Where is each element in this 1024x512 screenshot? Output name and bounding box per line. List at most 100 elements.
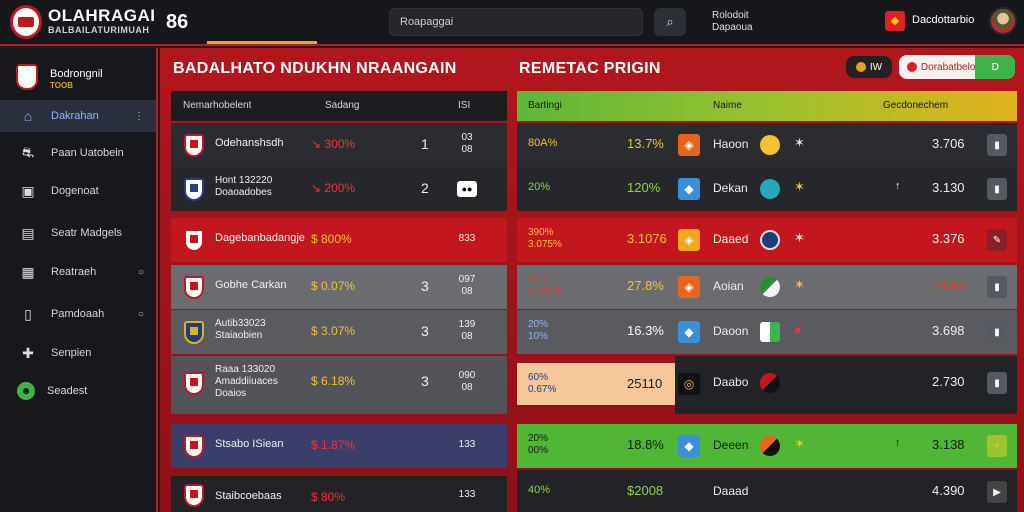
rating: 390% 3.075% xyxy=(528,227,562,250)
team-name: Autib33023 Staiaobien xyxy=(215,318,266,341)
table-row[interactable]: 80A% 13.7% ◈ Haoon ✶ 3.706 ▮ xyxy=(517,123,1017,167)
row-action-button[interactable]: ▮ xyxy=(987,372,1007,394)
ball-icon xyxy=(760,179,780,199)
team-name: Staibcoebaas xyxy=(215,490,282,502)
col-header-name[interactable]: Naime xyxy=(713,100,742,111)
change-value: $ 800% xyxy=(311,232,352,246)
row-action-button[interactable]: ▮ xyxy=(987,276,1007,298)
table-row[interactable]: Staibcoebaas $ 80% 133 xyxy=(171,476,507,512)
player-name: Deeen xyxy=(713,438,749,452)
sidebar-item-media[interactable]: ▣ Dogenoat xyxy=(0,175,156,207)
sidebar-item-dashboard[interactable]: ⌂ Dakrahan ⋮ xyxy=(0,100,156,132)
grid-icon: ▦ xyxy=(21,263,35,280)
change-value: $ 3.07% xyxy=(311,324,356,338)
tools-icon: ✚ xyxy=(22,344,34,361)
more-icon[interactable]: ⋮ xyxy=(134,110,144,122)
score: 3.698 xyxy=(932,323,965,338)
score: 3.376 xyxy=(932,231,965,246)
table-row[interactable]: Gobhe Carkan $ 0.07% 3 097 08 xyxy=(171,265,507,309)
change-value: $ 1.87% xyxy=(311,438,356,452)
table-row[interactable]: Stsabo ISiean $ 1.87% 133 xyxy=(171,424,507,468)
table-row[interactable]: Raaa 133020 Amaddiiuaces Doaios $ 6.18% 3 … xyxy=(171,356,507,414)
search-input[interactable]: Roapaggai xyxy=(389,8,643,36)
position: 1 xyxy=(421,136,429,152)
sidebar-item-models[interactable]: ▤ Seatr Madgels xyxy=(0,217,156,249)
document-icon: ▤ xyxy=(21,224,35,241)
row-action-button[interactable]: ▮ xyxy=(987,134,1007,156)
coin-icon xyxy=(855,62,866,72)
sidebar-item-settings[interactable]: ✚ Senpien xyxy=(0,337,156,369)
logo[interactable] xyxy=(10,5,42,39)
sidebar-item-support[interactable]: ☻ Seadest xyxy=(0,375,156,407)
team-tag-icon: ◈ xyxy=(678,229,700,251)
sidebar-item-label: Paan Uatobein xyxy=(51,147,124,159)
col-header-score[interactable]: Gecdonechem xyxy=(883,100,949,111)
table-row[interactable]: 20% 120% ◆ Dekan ✶ ↑ 3.130 ▮ xyxy=(517,167,1017,211)
score: 3.706 xyxy=(932,136,965,151)
row-action-button[interactable]: ▮ xyxy=(987,321,1007,343)
score: 3.138 xyxy=(932,437,965,452)
club-crest-icon xyxy=(184,321,204,344)
position: 3 xyxy=(421,373,429,389)
edit-button[interactable]: ✎ xyxy=(987,229,1007,251)
club-crest-icon xyxy=(184,276,204,299)
table-row[interactable]: Autib33023 Staiaobien $ 3.07% 3 139 08 xyxy=(171,310,507,354)
col-header-name[interactable]: Nemarhobelent xyxy=(183,100,252,111)
club-crest-icon xyxy=(184,134,204,157)
table-row[interactable]: Dagebanbadangje $ 800% 833 xyxy=(171,218,507,262)
left-table-header: Nemarhobelent Sadang ISI xyxy=(171,91,507,121)
change-value: $ 6.18% xyxy=(311,374,356,388)
whistle-icon: ⛐ xyxy=(21,143,35,160)
player-name: Daoon xyxy=(713,324,749,338)
filter-pill[interactable]: IW xyxy=(846,56,892,78)
search-button[interactable]: ⌕ xyxy=(654,8,686,36)
ball-icon xyxy=(760,277,780,297)
table-row[interactable]: 20% 00% 18.8% ◆ Deeen ✶ ↑ 3.138 + xyxy=(517,424,1017,468)
sidebar-item-label: Reatraeh xyxy=(51,266,97,278)
percent: 25110 xyxy=(627,376,663,391)
sidebar-item-label: Senpien xyxy=(51,347,92,359)
table-row[interactable]: Odehanshsdh ↘ 300% 1 03 08 xyxy=(171,123,507,167)
score: 140% xyxy=(932,278,966,293)
percent: 120% xyxy=(627,180,661,195)
table-row-detail[interactable]: ◎ Daabo 2.730 ▮ xyxy=(675,356,1017,414)
toggle-pill[interactable]: Dorabatbelo D xyxy=(899,55,1015,79)
position: 2 xyxy=(421,180,429,196)
col-header-standing[interactable]: Sadang xyxy=(325,100,360,111)
ball-icon xyxy=(760,436,780,456)
table-row[interactable]: Solo 3.075% 27.8% ◈ Aoian ✶ 140% ▮ xyxy=(517,265,1017,309)
score: 3.130 xyxy=(932,180,965,195)
user-name[interactable]: Dacdottarbio xyxy=(912,14,975,26)
team-tag-icon: ◆ xyxy=(678,178,700,200)
status-dot-icon: ○ xyxy=(137,308,144,320)
table-row[interactable]: 20% 10% 16.3% ◆ Daoon ● 3.698 ▮ xyxy=(517,310,1017,354)
camera-icon: ▣ xyxy=(21,182,35,199)
table-row[interactable]: Hont 132220 Doaoadobes ↘ 200% 2 ●● xyxy=(171,167,507,211)
table-row[interactable]: 390% 3.075% 3.1076 ◈ Daaed ✶ 3.376 ✎ xyxy=(517,218,1017,262)
right-section-title: REMETAC PRIGIN xyxy=(519,60,661,77)
sidebar-item-label: Pamdoaah xyxy=(51,308,105,320)
table-row[interactable]: 40% $2008 Daaad 4.390 ▶ xyxy=(517,470,1017,512)
avatar[interactable] xyxy=(989,7,1017,35)
col-header-rating[interactable]: Bartingi xyxy=(528,100,562,111)
team-tag-icon: ◈ xyxy=(678,276,700,298)
record-icon xyxy=(907,62,917,72)
col-header-isi[interactable]: ISI xyxy=(458,100,471,111)
play-button[interactable]: ▶ xyxy=(987,481,1007,503)
brand-subtitle: BALBAILATURIMUAH xyxy=(48,25,150,35)
player-icon: ✶ xyxy=(794,230,805,245)
search-icon: ⌕ xyxy=(666,14,674,29)
sidebar-item-matches[interactable]: ⛐ Paan Uatobein xyxy=(0,137,156,169)
percent: $2008 xyxy=(627,483,664,498)
status-dot-icon: ○ xyxy=(137,266,144,278)
sidebar-title: Bodrongnil xyxy=(50,68,103,80)
active-tab-indicator xyxy=(207,41,317,44)
sidebar-item-reports[interactable]: ▦ Reatraeh ○ xyxy=(0,256,156,288)
toggle-switch[interactable]: D xyxy=(975,55,1015,79)
sidebar-item-files[interactable]: ▯ Pamdoaah ○ xyxy=(0,298,156,330)
percent: 16.3% xyxy=(627,323,664,338)
left-section-title: BADALHATO NDUKHN NRAANGAIN xyxy=(173,60,457,77)
row-action-button[interactable]: ▮ xyxy=(987,178,1007,200)
club-crest-icon xyxy=(184,178,204,201)
add-button[interactable]: + xyxy=(987,435,1007,457)
